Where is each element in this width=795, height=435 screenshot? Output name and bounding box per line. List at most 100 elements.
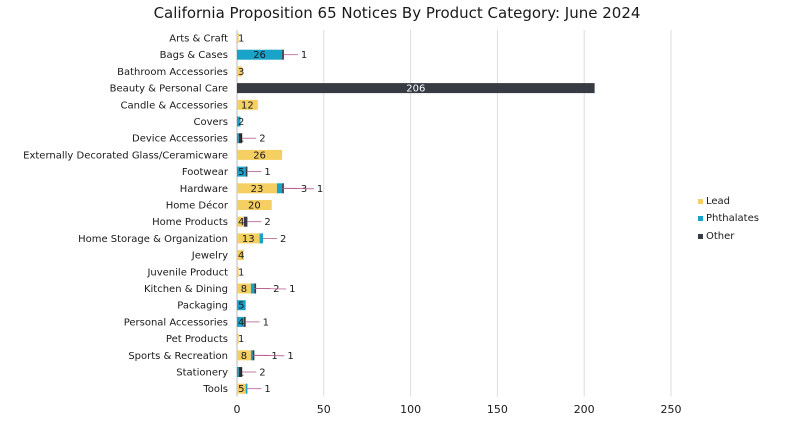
data-label: 206 xyxy=(406,84,425,95)
data-label: 1 xyxy=(287,351,293,362)
bar-lead xyxy=(237,149,283,160)
data-label: 1 xyxy=(238,334,244,345)
x-tick-label: 100 xyxy=(400,403,421,416)
x-tick-label: 150 xyxy=(487,403,508,416)
data-label: 3 xyxy=(238,67,244,78)
data-label: 2 xyxy=(259,368,265,379)
bar-other xyxy=(238,367,243,377)
leader-line xyxy=(254,354,285,357)
category-label: Home Storage & Organization xyxy=(78,234,228,245)
legend-label: Lead xyxy=(706,196,730,207)
data-label: 1 xyxy=(264,384,270,395)
bar-phthalates xyxy=(245,383,248,394)
bar-lead xyxy=(237,283,251,294)
bar-other xyxy=(243,316,246,327)
bar-other xyxy=(282,49,284,60)
bar-lead xyxy=(237,183,277,194)
category-label: Arts & Craft xyxy=(169,34,228,45)
bar-lead xyxy=(237,200,272,210)
data-label: 2 xyxy=(273,284,279,295)
data-label: 1 xyxy=(289,284,295,295)
bar-lead xyxy=(237,99,258,110)
data-label: 5 xyxy=(238,167,244,178)
legend-label: Phthalates xyxy=(706,213,759,224)
data-label: 3 xyxy=(301,184,307,195)
bar-phthalates xyxy=(237,300,246,311)
x-tick-label: 250 xyxy=(661,403,682,416)
category-label: Device Accessories xyxy=(132,134,228,145)
bar-phthalates xyxy=(250,283,255,294)
category-label: Stationery xyxy=(176,368,228,379)
x-tick-label: 50 xyxy=(317,403,331,416)
bar-lead xyxy=(237,383,246,394)
category-labels: Arts & Craft Bags & Cases Bathroom Accesso… xyxy=(23,34,229,396)
data-label: 26 xyxy=(253,150,266,161)
chart-title: California Proposition 65 Notices By Pro… xyxy=(154,4,641,22)
bar-lead xyxy=(237,216,244,227)
bar-lead xyxy=(237,333,239,344)
category-label: Kitchen & Dining xyxy=(144,284,228,295)
category-label: Candle & Accessories xyxy=(121,100,229,111)
data-label: 1 xyxy=(238,134,244,145)
x-axis-ticks: 0 50 100 150 200 250 xyxy=(234,403,682,416)
data-label: 1 xyxy=(238,368,244,379)
data-label: 2 xyxy=(280,234,286,245)
bar-phthalates xyxy=(276,183,283,194)
bar-phthalates xyxy=(237,49,283,60)
bar-phthalates xyxy=(237,316,244,327)
category-label: Jewelry xyxy=(191,251,228,262)
legend-swatch xyxy=(698,199,703,204)
data-label: 1 xyxy=(271,351,277,362)
bar-phthalates xyxy=(237,116,241,127)
data-label: 1 xyxy=(238,267,244,278)
category-label: Hardware xyxy=(180,184,228,195)
category-label: Home Products xyxy=(152,217,228,228)
x-tick-label: 200 xyxy=(574,403,595,416)
bar-other xyxy=(243,216,248,227)
data-label: 4 xyxy=(238,251,244,262)
data-label: 1 xyxy=(317,184,323,195)
data-label: 1 xyxy=(301,50,307,61)
category-label: Beauty & Personal Care xyxy=(110,84,228,95)
data-label: 13 xyxy=(242,234,255,245)
legend-swatch xyxy=(698,216,703,221)
category-label: Bags & Cases xyxy=(160,50,228,61)
bar-lead xyxy=(237,33,239,43)
data-label: 1 xyxy=(238,34,244,45)
data-label: 4 xyxy=(238,317,244,328)
data-label: 5 xyxy=(238,301,244,312)
bars-group xyxy=(237,33,595,394)
bar-phthalates xyxy=(237,133,239,144)
category-label: Tools xyxy=(202,384,228,395)
bar-lead xyxy=(237,233,260,244)
data-label: 8 xyxy=(241,284,247,295)
category-label: Juvenile Product xyxy=(146,267,228,278)
bar-lead xyxy=(237,350,251,361)
data-label: 1 xyxy=(263,317,269,328)
data-label: 26 xyxy=(253,50,266,61)
category-label: Bathroom Accessories xyxy=(117,67,228,78)
bar-phthalates xyxy=(237,166,246,177)
category-label: Sports & Recreation xyxy=(128,351,228,362)
bar-lead xyxy=(237,66,243,77)
data-label: 4 xyxy=(238,217,244,228)
bar-phthalates xyxy=(237,367,239,377)
bar-other xyxy=(238,133,243,144)
data-label: 5 xyxy=(238,384,244,395)
bar-phthalates xyxy=(259,233,264,244)
leader-line xyxy=(256,288,287,290)
bar-other xyxy=(237,83,595,94)
leader-line xyxy=(283,187,314,190)
data-label: 2 xyxy=(264,217,270,228)
data-label: 8 xyxy=(241,351,247,362)
category-label: Footwear xyxy=(182,167,229,178)
bar-phthalates xyxy=(250,350,253,361)
data-label: 20 xyxy=(248,201,261,212)
legend-swatch xyxy=(698,234,703,239)
data-label: 2 xyxy=(259,134,265,145)
category-label: Covers xyxy=(194,117,229,128)
data-label: 1 xyxy=(264,167,270,178)
